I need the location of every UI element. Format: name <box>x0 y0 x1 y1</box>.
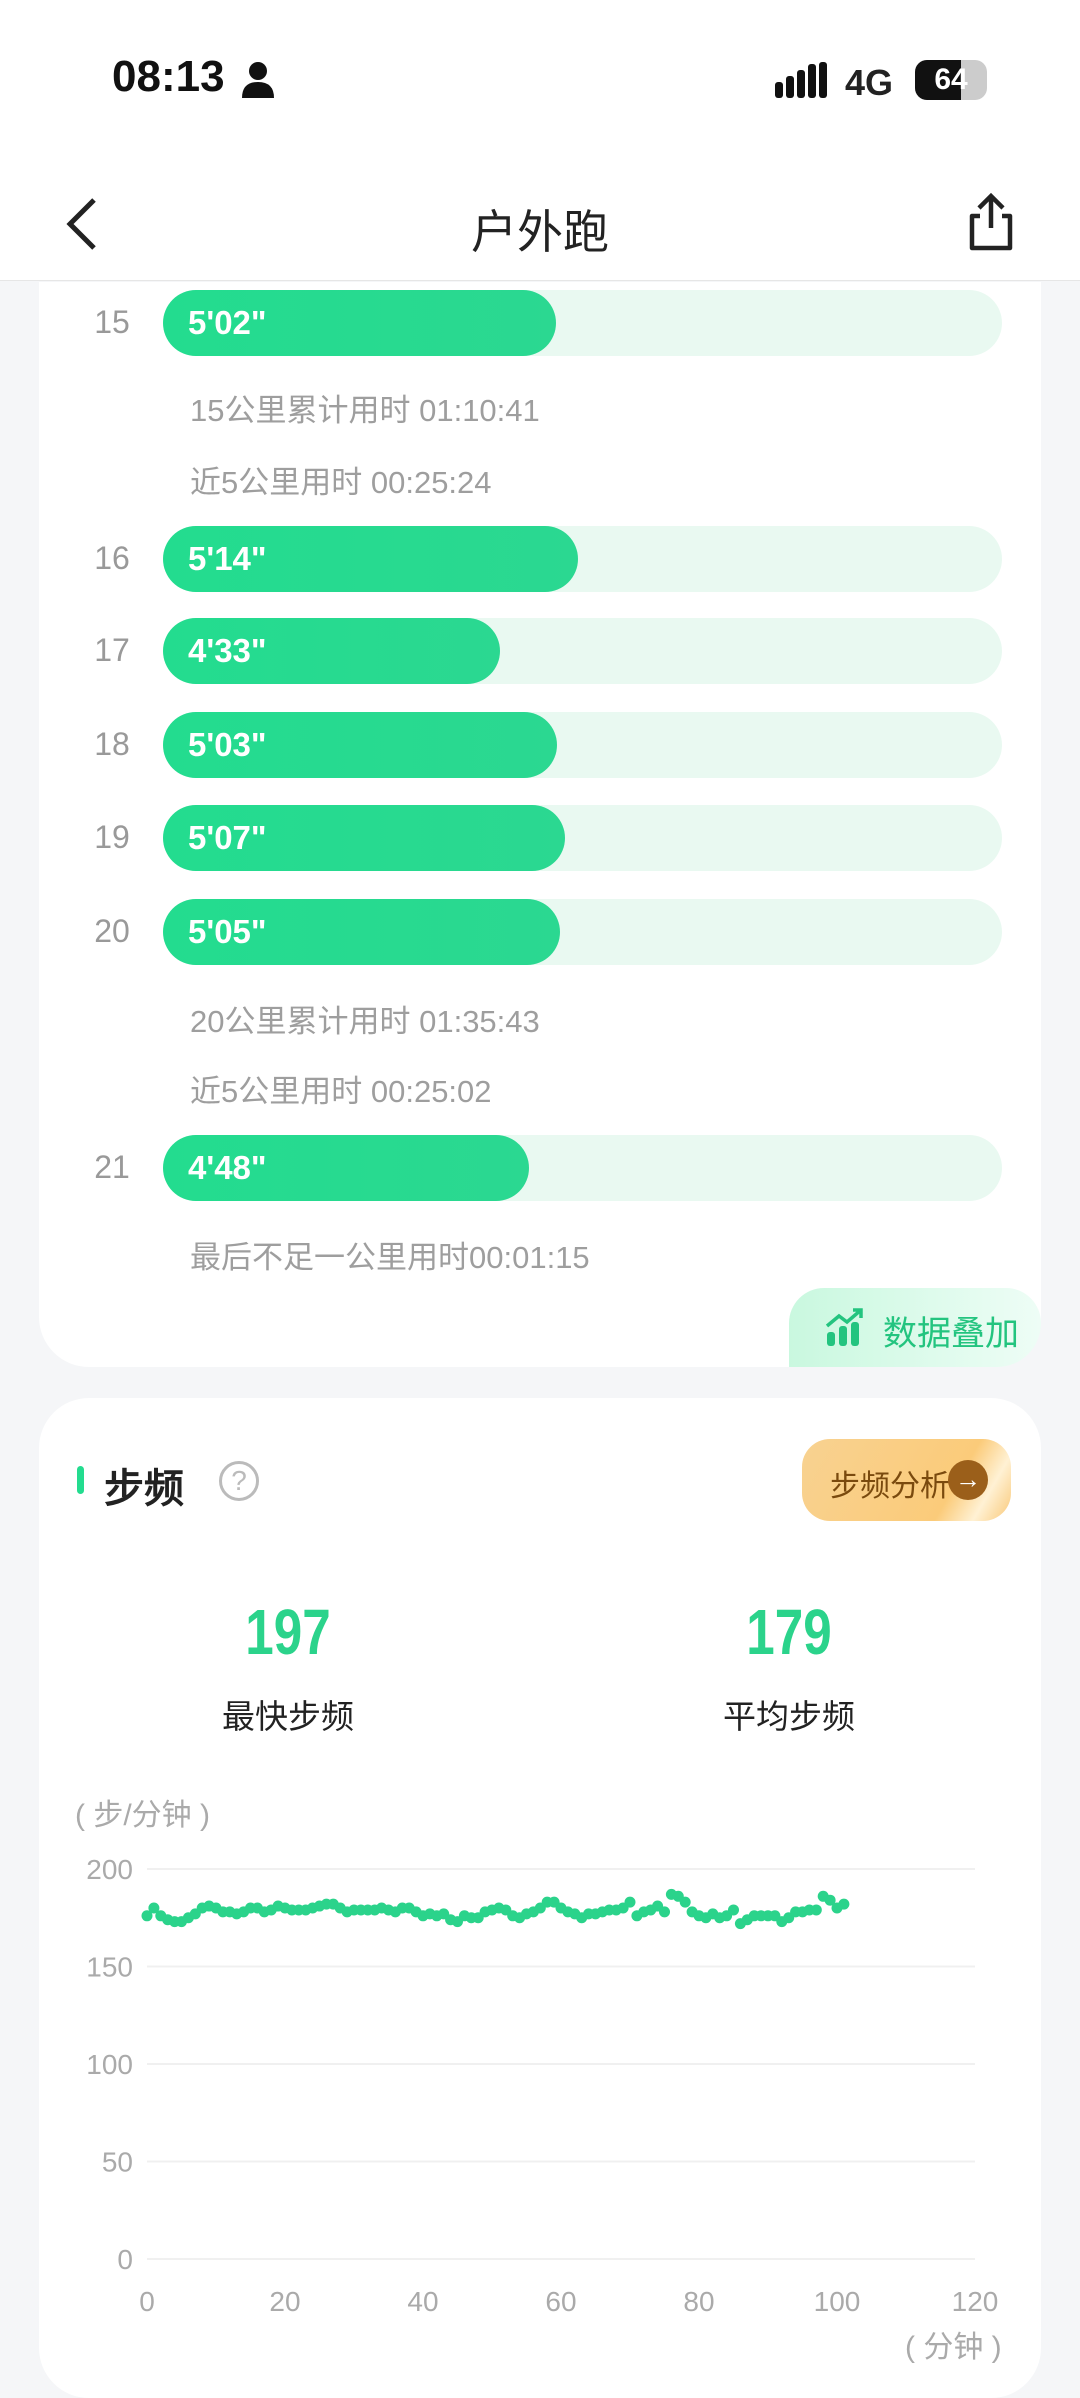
cadence-point <box>838 1898 850 1910</box>
cadence-card <box>39 1398 1041 2398</box>
split-bar-fill: 5'02" <box>163 290 556 356</box>
y-tick-label: 100 <box>86 2049 133 2080</box>
cumulative-time-15: 15公里累计用时 01:10:41 <box>190 393 540 428</box>
x-tick-label: 100 <box>814 2286 861 2317</box>
split-km: 20 <box>94 913 130 949</box>
x-tick-label: 60 <box>545 2286 576 2317</box>
chart-trend-icon <box>825 1308 863 1346</box>
split-km: 16 <box>94 540 130 576</box>
signal-icon <box>775 62 827 98</box>
x-tick-label: 120 <box>952 2286 999 2317</box>
battery-level: 64 <box>934 63 968 96</box>
cadence-analysis-button[interactable]: 步频分析 → <box>802 1439 1011 1521</box>
cadence-point <box>679 1896 691 1908</box>
split-km: 18 <box>94 726 130 762</box>
network-label: 4G <box>845 62 894 103</box>
top-bar <box>0 0 1080 281</box>
x-tick-label: 0 <box>139 2286 155 2317</box>
share-icon[interactable] <box>964 192 1018 252</box>
back-icon[interactable] <box>62 196 102 252</box>
split-pace: 5'02" <box>188 304 267 341</box>
max-cadence-value: 197 <box>245 1596 331 1668</box>
split-bar: 4'33" <box>163 618 1002 684</box>
cadence-chart: 0 50 100 150 200 0 20 40 60 80 100 120 <box>86 1854 999 2317</box>
split-bar-fill: 5'05" <box>163 899 560 965</box>
data-overlay-button[interactable]: 数据叠加 <box>789 1288 1041 1367</box>
battery-icon: 64 <box>915 60 987 100</box>
split-bar: 5'14" <box>163 526 1002 592</box>
split-bar-fill: 4'33" <box>163 618 501 684</box>
cadence-point <box>141 1910 153 1922</box>
split-pace: 5'14" <box>188 540 267 577</box>
split-bar: 5'07" <box>163 805 1002 871</box>
cadence-point <box>659 1906 670 1918</box>
status-time: 08:13 <box>112 52 225 101</box>
arrow-right-icon: → <box>948 1460 988 1500</box>
split-pace: 5'05" <box>188 913 267 950</box>
person-icon <box>242 62 274 98</box>
split-bar-fill: 5'07" <box>163 805 565 871</box>
x-tick-label: 80 <box>683 2286 714 2317</box>
y-tick-label: 0 <box>117 2244 133 2275</box>
y-tick-label: 200 <box>86 1854 133 1885</box>
split-bar-fill: 5'03" <box>163 712 558 778</box>
last5-time-15: 近5公里用时 00:25:24 <box>190 465 492 500</box>
cadence-point <box>728 1904 739 1916</box>
data-overlay-label: 数据叠加 <box>883 1315 1019 1353</box>
split-km: 15 <box>94 304 130 340</box>
cadence-point <box>624 1896 636 1908</box>
split-km: 19 <box>94 819 130 855</box>
cadence-title: 步频 <box>104 1467 184 1511</box>
split-km: 21 <box>94 1149 130 1185</box>
cadence-point <box>810 1904 822 1916</box>
x-tick-label: 40 <box>407 2286 438 2317</box>
split-pace: 5'07" <box>188 819 267 856</box>
section-marker <box>77 1466 84 1494</box>
cumulative-time-20: 20公里累计用时 01:35:43 <box>190 1004 540 1039</box>
last5-time-20: 近5公里用时 00:25:02 <box>190 1074 492 1109</box>
split-bar: 4'48" <box>163 1135 1002 1201</box>
split-bar: 5'05" <box>163 899 1002 965</box>
split-bar-fill: 5'14" <box>163 526 579 592</box>
split-km: 17 <box>94 632 130 668</box>
page-title: 户外跑 <box>471 206 609 258</box>
split-bar-fill: 4'48" <box>163 1135 529 1201</box>
split-pace: 4'33" <box>188 632 267 669</box>
x-axis-label: ( 分钟 ) <box>905 2331 1002 2364</box>
cadence-point <box>148 1902 160 1914</box>
split-bar: 5'02" <box>163 290 1002 356</box>
cadence-point <box>824 1894 836 1906</box>
avg-cadence-value: 179 <box>746 1596 832 1668</box>
max-cadence-label: 最快步频 <box>222 1698 354 1735</box>
cadence-analysis-label: 步频分析 <box>830 1470 950 1503</box>
y-tick-label: 50 <box>102 2147 133 2178</box>
final-partial-time: 最后不足一公里用时00:01:15 <box>190 1240 590 1275</box>
split-bar: 5'03" <box>163 712 1002 778</box>
help-icon[interactable]: ? <box>219 1461 259 1501</box>
y-tick-label: 150 <box>86 1952 133 1983</box>
split-pace: 5'03" <box>188 726 267 763</box>
avg-cadence-label: 平均步频 <box>723 1698 855 1735</box>
split-pace: 4'48" <box>188 1149 267 1186</box>
y-axis-label: ( 步/分钟 ) <box>75 1799 210 1832</box>
x-tick-label: 20 <box>269 2286 300 2317</box>
